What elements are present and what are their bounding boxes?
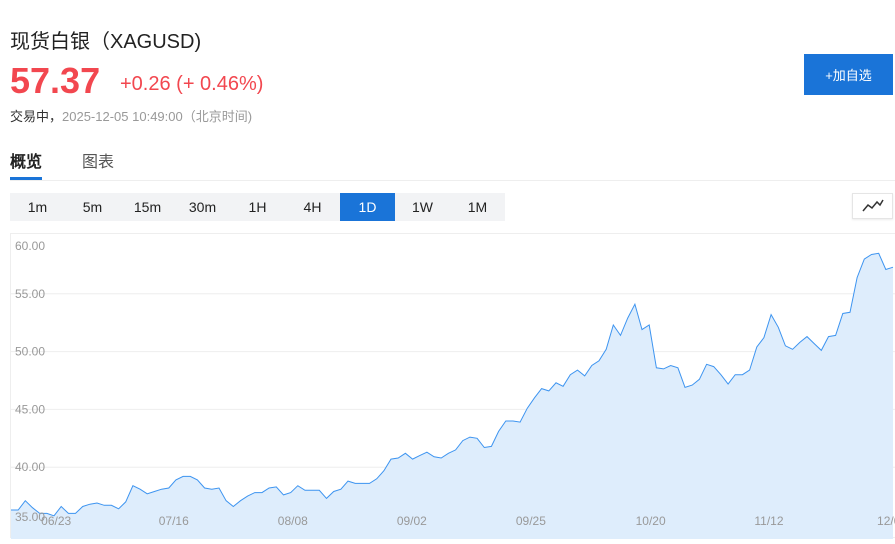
- interval-4h[interactable]: 4H: [303, 199, 322, 215]
- interval-1d[interactable]: 1D: [340, 193, 395, 221]
- tab-overview[interactable]: 概览: [10, 148, 43, 180]
- x-tick-label: 09/25: [516, 514, 546, 528]
- y-tick-label: 50.00: [15, 345, 45, 359]
- interval-selector: 1m 5m 15m 30m 1H 4H 1D 1W 1M: [10, 193, 505, 221]
- add-to-watchlist-button[interactable]: +加自选: [804, 54, 893, 95]
- y-tick-label: 55.00: [15, 287, 45, 301]
- timestamp: 2025-12-05 10:49:00（北京时间): [62, 109, 253, 124]
- price-change: +0.26 (+ 0.46%): [120, 73, 264, 95]
- y-tick-label: 60.00: [15, 239, 45, 253]
- line-chart-icon: [861, 199, 884, 212]
- interval-15m[interactable]: 15m: [133, 199, 162, 215]
- trading-status: 交易中，2025-12-05 10:49:00（北京时间): [10, 106, 252, 125]
- price-chart[interactable]: 60.00 55.00 50.00 45.00 40.00 35.00 06/23 07/16…: [10, 233, 895, 540]
- x-tick-label: 07/16: [159, 514, 189, 528]
- status-text: 交易中，: [10, 109, 63, 124]
- x-tick-label: 08/08: [278, 514, 308, 528]
- interval-1mo[interactable]: 1M: [467, 199, 488, 215]
- y-tick-label: 40.00: [15, 460, 45, 474]
- tab-chart[interactable]: 图表: [82, 154, 115, 171]
- x-tick-label: 11/12: [754, 514, 783, 528]
- chart-type-button[interactable]: [852, 193, 893, 219]
- interval-30m[interactable]: 30m: [188, 199, 217, 215]
- y-tick-label: 45.00: [15, 402, 45, 416]
- interval-1m[interactable]: 1m: [27, 199, 48, 215]
- price-line: [11, 252, 894, 517]
- instrument-title: 现货白银（XAGUSD): [10, 31, 202, 53]
- x-tick-label: 12/0: [877, 514, 895, 528]
- x-tick-label: 06/23: [41, 514, 71, 528]
- tab-bar: 概览 图表: [10, 148, 895, 181]
- interval-1h[interactable]: 1H: [248, 199, 267, 215]
- x-tick-label: 10/20: [636, 514, 666, 528]
- last-price: 57.37: [10, 60, 101, 101]
- y-tick-label: 35.00: [15, 510, 45, 524]
- area-fill: [11, 253, 893, 540]
- interval-1w[interactable]: 1W: [412, 199, 433, 215]
- x-tick-label: 09/02: [397, 514, 427, 528]
- interval-5m[interactable]: 5m: [82, 199, 103, 215]
